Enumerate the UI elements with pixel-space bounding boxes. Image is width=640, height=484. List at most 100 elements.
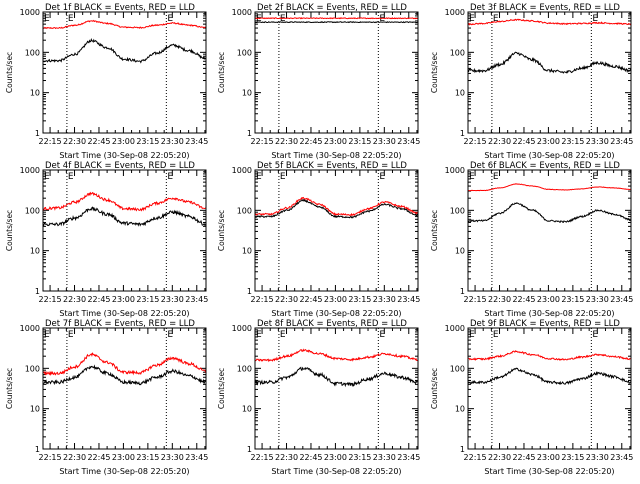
y-axis-label: Counts/sec: [430, 52, 439, 93]
y-tick-label: 1: [35, 129, 40, 138]
x-tick-label: 23:45: [397, 453, 420, 462]
panel-det-8: Det 8f BLACK = Events, RED = LLD Counts/s…: [217, 319, 420, 476]
x-tick-label: 23:45: [397, 137, 420, 146]
x-tick-label: 23:45: [185, 453, 208, 462]
x-tick-label: 23:15: [561, 137, 584, 146]
series-line-lld: [42, 191, 207, 212]
x-tick-label: 23:00: [324, 295, 347, 304]
x-axis-label: Start Time (30-Sep-08 22:05:20): [271, 151, 401, 160]
series-line-events: [42, 206, 207, 227]
y-tick-label: 100: [237, 364, 252, 373]
x-tick-label: 23:00: [537, 295, 560, 304]
x-tick-label: 22:30: [488, 453, 511, 462]
x-tick-label: 23:15: [348, 137, 371, 146]
x-tick-label: 22:15: [39, 137, 62, 146]
x-tick-label: 23:30: [586, 295, 609, 304]
x-tick-label: 23:30: [373, 137, 396, 146]
panel-det-5: Det 5f BLACK = Events, RED = LLD Counts/s…: [217, 161, 420, 318]
x-tick-label: 23:45: [185, 295, 208, 304]
panel-det-9: Det 9f BLACK = Events, RED = LLD Counts/s…: [430, 319, 633, 476]
series-line-events: [254, 198, 419, 219]
y-tick-label: 1: [35, 445, 40, 454]
plot-frame: [467, 11, 632, 134]
y-axis-label: Counts/sec: [217, 368, 226, 409]
y-tick-label: 10: [455, 89, 465, 98]
y-axis-label: Counts/sec: [217, 52, 226, 93]
x-tick-label: 23:45: [185, 137, 208, 146]
y-tick-label: 1: [247, 129, 252, 138]
x-axis-label: Start Time (30-Sep-08 22:05:20): [271, 309, 401, 318]
event-marker-label: E: [280, 14, 286, 24]
event-marker-label: E: [469, 172, 475, 182]
x-axis-label: Start Time (30-Sep-08 22:05:20): [59, 467, 189, 476]
x-tick-label: 23:15: [348, 453, 371, 462]
x-tick-label: 23:45: [397, 295, 420, 304]
x-tick-label: 22:45: [87, 137, 110, 146]
x-tick-label: 22:30: [63, 453, 86, 462]
x-tick-label: 22:45: [87, 453, 110, 462]
y-tick-label: 1: [35, 287, 40, 296]
x-tick-label: 23:00: [324, 137, 347, 146]
event-marker-label: E: [256, 14, 262, 24]
y-tick-label: 1: [247, 287, 252, 296]
x-tick-label: 22:30: [275, 137, 298, 146]
event-marker-label: E: [592, 172, 598, 182]
y-tick-label: 1000: [232, 166, 252, 175]
x-tick-label: 23:30: [161, 453, 184, 462]
series-line-events: [254, 366, 419, 388]
y-tick-label: 10: [242, 89, 252, 98]
series-line-lld: [467, 350, 632, 361]
x-tick-label: 23:45: [610, 137, 633, 146]
x-tick-label: 23:00: [537, 137, 560, 146]
y-tick-label: 100: [237, 48, 252, 57]
panel-title: Det 7f BLACK = Events, RED = LLD: [45, 319, 195, 329]
x-tick-label: 22:45: [299, 137, 322, 146]
panel-title: Det 1f BLACK = Events, RED = LLD: [45, 3, 195, 13]
x-tick-label: 23:00: [112, 453, 135, 462]
series-line-lld: [467, 18, 632, 26]
plot-frame: [467, 327, 632, 450]
series-line-events: [467, 367, 632, 385]
x-tick-label: 22:15: [464, 295, 487, 304]
x-tick-label: 22:30: [275, 295, 298, 304]
y-tick-label: 10: [30, 247, 40, 256]
series-line-lld: [254, 348, 419, 363]
y-tick-label: 100: [450, 48, 465, 57]
event-marker-label: E: [493, 330, 499, 340]
y-tick-label: 1000: [20, 8, 40, 17]
x-axis-label: Start Time (30-Sep-08 22:05:20): [484, 151, 614, 160]
event-marker-label: E: [280, 172, 286, 182]
x-tick-label: 22:45: [512, 137, 535, 146]
event-marker-label: E: [167, 172, 173, 182]
panel-title: Det 9f BLACK = Events, RED = LLD: [470, 319, 620, 329]
event-marker-label: E: [592, 14, 598, 24]
plot-frame: [254, 11, 419, 134]
y-tick-label: 1000: [445, 166, 465, 175]
y-axis-label: Counts/sec: [430, 210, 439, 251]
y-axis-label: Counts/sec: [217, 210, 226, 251]
event-marker-label: E: [167, 330, 173, 340]
y-tick-label: 10: [30, 405, 40, 414]
y-tick-label: 1: [247, 445, 252, 454]
x-axis-label: Start Time (30-Sep-08 22:05:20): [59, 309, 189, 318]
x-tick-label: 23:30: [586, 453, 609, 462]
x-tick-label: 23:45: [610, 453, 633, 462]
y-tick-label: 100: [25, 206, 40, 215]
x-tick-label: 22:15: [39, 453, 62, 462]
y-tick-label: 10: [242, 247, 252, 256]
event-marker-label: E: [68, 172, 74, 182]
panel-det-4: Det 4f BLACK = Events, RED = LLD Counts/s…: [5, 161, 208, 318]
x-tick-label: 22:45: [299, 295, 322, 304]
event-marker-label: E: [256, 330, 262, 340]
y-tick-label: 100: [450, 364, 465, 373]
y-axis-label: Counts/sec: [5, 210, 14, 251]
y-tick-label: 1000: [232, 8, 252, 17]
x-axis-label: Start Time (30-Sep-08 22:05:20): [59, 151, 189, 160]
x-tick-label: 23:30: [373, 295, 396, 304]
event-marker-label: E: [493, 14, 499, 24]
y-tick-label: 10: [30, 89, 40, 98]
x-tick-label: 23:30: [373, 453, 396, 462]
series-line-lld: [42, 352, 207, 377]
x-tick-label: 22:15: [464, 453, 487, 462]
